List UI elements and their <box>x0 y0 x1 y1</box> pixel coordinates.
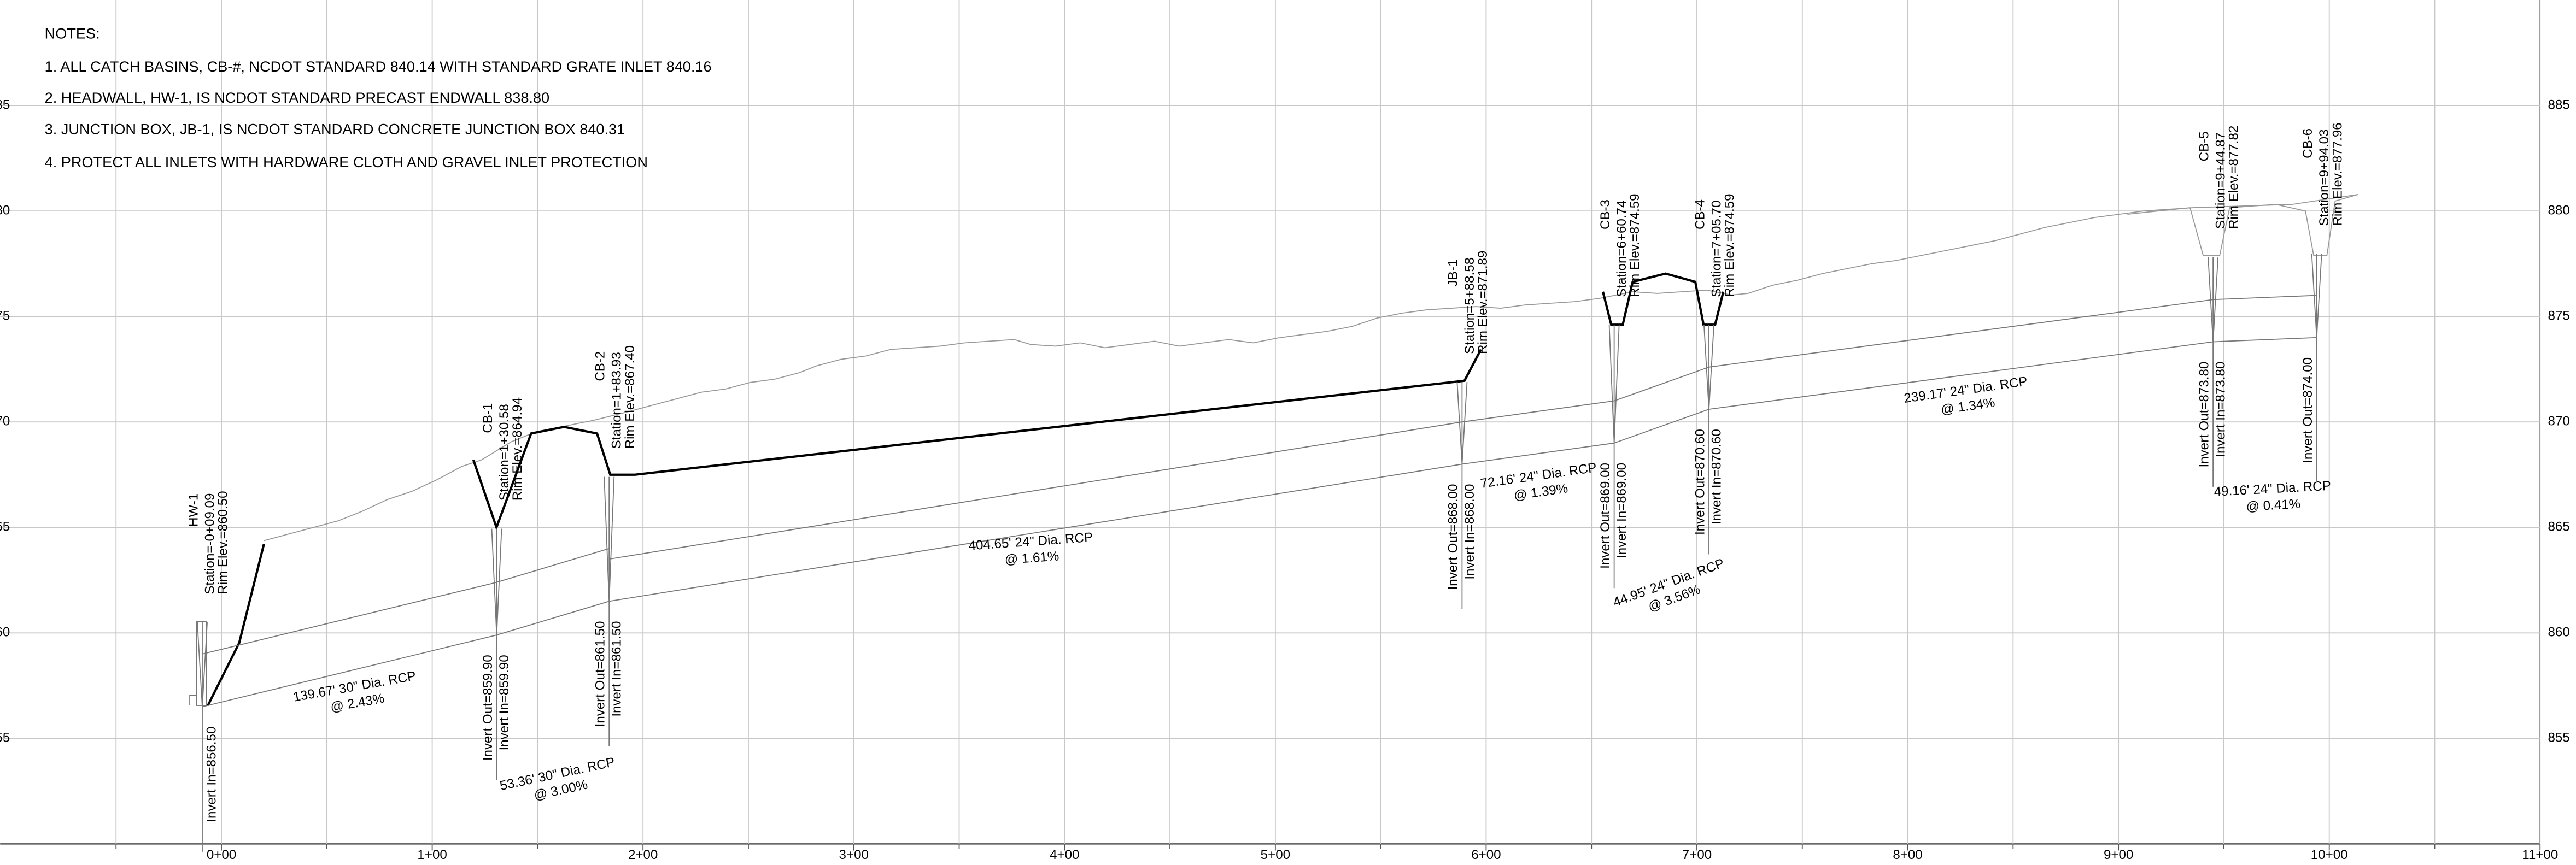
structure-name: HW-1 <box>186 493 201 527</box>
x-tick-label: 8+00 <box>1893 848 1922 862</box>
invert-label: Invert In=868.00 <box>1462 484 1477 580</box>
pipe-invert <box>1708 341 2214 410</box>
pipe-crown <box>1462 400 1614 423</box>
structure-name: CB-4 <box>1693 199 1707 230</box>
y-tick-label: 885 <box>0 97 10 112</box>
y-tick-label: 875 <box>0 309 10 323</box>
structure-name: JB-1 <box>1446 260 1461 287</box>
pipe-crown <box>1614 366 1709 402</box>
invert-label: Invert Out=861.50 <box>593 621 608 727</box>
proposed-grade <box>1602 272 1725 326</box>
headwall <box>196 621 207 706</box>
notes-title: NOTES: <box>45 25 100 42</box>
y-tick-label: 860 <box>2548 625 2570 640</box>
y-tick-label: 885 <box>2548 97 2570 112</box>
rim-label: Rim Elev.=874.59 <box>1723 193 1737 297</box>
structure-name: CB-6 <box>2300 128 2315 158</box>
rim-label: Rim Elev.=864.94 <box>510 397 525 501</box>
invert-label: Invert In=870.60 <box>1709 429 1724 525</box>
y-tick-label: 865 <box>0 520 10 534</box>
station-label: Station=6+60.74 <box>1614 201 1629 297</box>
y-tick-label: 870 <box>2548 414 2570 429</box>
invert-label: Invert In=869.00 <box>1614 463 1629 558</box>
rim-label: Rim Elev.=874.59 <box>1627 193 1642 297</box>
station-label: Station=1+83.93 <box>610 352 624 449</box>
invert-label: Invert Out=870.60 <box>1693 429 1707 535</box>
invert-label: Invert Out=868.00 <box>1446 484 1461 590</box>
station-label: Station=-0+09.09 <box>202 493 217 595</box>
pipe-crown <box>2213 295 2317 301</box>
y-tick-label: 860 <box>0 625 10 640</box>
note: 2. HEADWALL, HW-1, IS NCDOT STANDARD PRE… <box>45 89 550 106</box>
x-tick-label: 1+00 <box>417 848 447 862</box>
invert-label: Invert In=856.50 <box>204 727 219 822</box>
pipe-invert <box>1614 409 1709 444</box>
x-tick-label: 3+00 <box>839 848 869 862</box>
station-label: Station=9+44.87 <box>2214 132 2228 229</box>
invert-label: Invert Out=869.00 <box>1598 463 1613 569</box>
y-tick-label: 880 <box>2548 203 2570 217</box>
x-tick-label: 5+00 <box>1261 848 1290 862</box>
rim-label: Rim Elev.=860.50 <box>216 491 231 594</box>
x-tick-label: 9+00 <box>2104 848 2133 862</box>
y-tick-label: 855 <box>2548 731 2570 745</box>
station-label: Station=9+94.03 <box>2317 130 2332 226</box>
proposed-grade <box>207 543 265 706</box>
pipe-invert <box>202 634 497 708</box>
invert-label: Invert Out=859.90 <box>481 655 495 761</box>
invert-label: Invert In=859.90 <box>497 655 512 750</box>
station-label: Station=1+30.58 <box>497 404 512 501</box>
pipe-crown <box>1708 299 2214 368</box>
pipe-crown <box>202 581 497 655</box>
pipe-invert <box>2213 337 2317 343</box>
structure-name: CB-2 <box>593 351 608 381</box>
proposed-grade <box>472 349 1482 531</box>
x-tick-label: 6+00 <box>1471 848 1501 862</box>
pipe-invert <box>1462 442 1614 465</box>
structure-name: CB-1 <box>481 403 495 433</box>
x-tick-label: 7+00 <box>1682 848 1712 862</box>
y-tick-label: 875 <box>2548 309 2570 323</box>
pipe-invert <box>609 463 1462 602</box>
pipe-invert <box>496 601 610 636</box>
station-label: Station=5+88.58 <box>1462 257 1477 354</box>
x-tick-label: 10+00 <box>2311 848 2348 862</box>
headwall-apron <box>189 695 197 706</box>
x-tick-label: 0+00 <box>207 848 236 862</box>
x-tick-label: 4+00 <box>1050 848 1079 862</box>
pipe-crown <box>496 548 610 583</box>
y-tick-label: 865 <box>2548 520 2570 534</box>
note: 1. ALL CATCH BASINS, CB-#, NCDOT STANDAR… <box>45 58 712 75</box>
invert-label: Invert Out=873.80 <box>2197 362 2211 468</box>
structure-name: CB-3 <box>1598 199 1613 230</box>
note: 4. PROTECT ALL INLETS WITH HARDWARE CLOT… <box>45 154 648 170</box>
rim-label: Rim Elev.=877.96 <box>2330 122 2345 226</box>
proposed-grade <box>2127 194 2358 256</box>
invert-label: Invert Out=874.00 <box>2300 357 2315 463</box>
y-tick-label: 855 <box>0 731 10 745</box>
station-label: Station=7+05.70 <box>1709 201 1724 297</box>
rim-label: Rim Elev.=871.89 <box>1476 251 1490 354</box>
y-tick-label: 870 <box>0 414 10 429</box>
rim-label: Rim Elev.=877.82 <box>2227 126 2241 229</box>
x-tick-label: 11+00 <box>2522 848 2558 862</box>
invert-label: Invert In=873.80 <box>2214 362 2228 457</box>
y-tick-label: 880 <box>0 203 10 217</box>
existing-ground <box>264 194 2358 542</box>
note: 3. JUNCTION BOX, JB-1, IS NCDOT STANDARD… <box>45 120 625 137</box>
rim-label: Rim Elev.=867.40 <box>623 345 637 449</box>
pipe-crown <box>609 421 1462 560</box>
x-tick-label: 2+00 <box>628 848 658 862</box>
pipe-label-line: @ 0.41% <box>2246 497 2301 514</box>
invert-label: Invert In=861.50 <box>610 621 624 717</box>
structure-name: CB-5 <box>2197 131 2211 161</box>
